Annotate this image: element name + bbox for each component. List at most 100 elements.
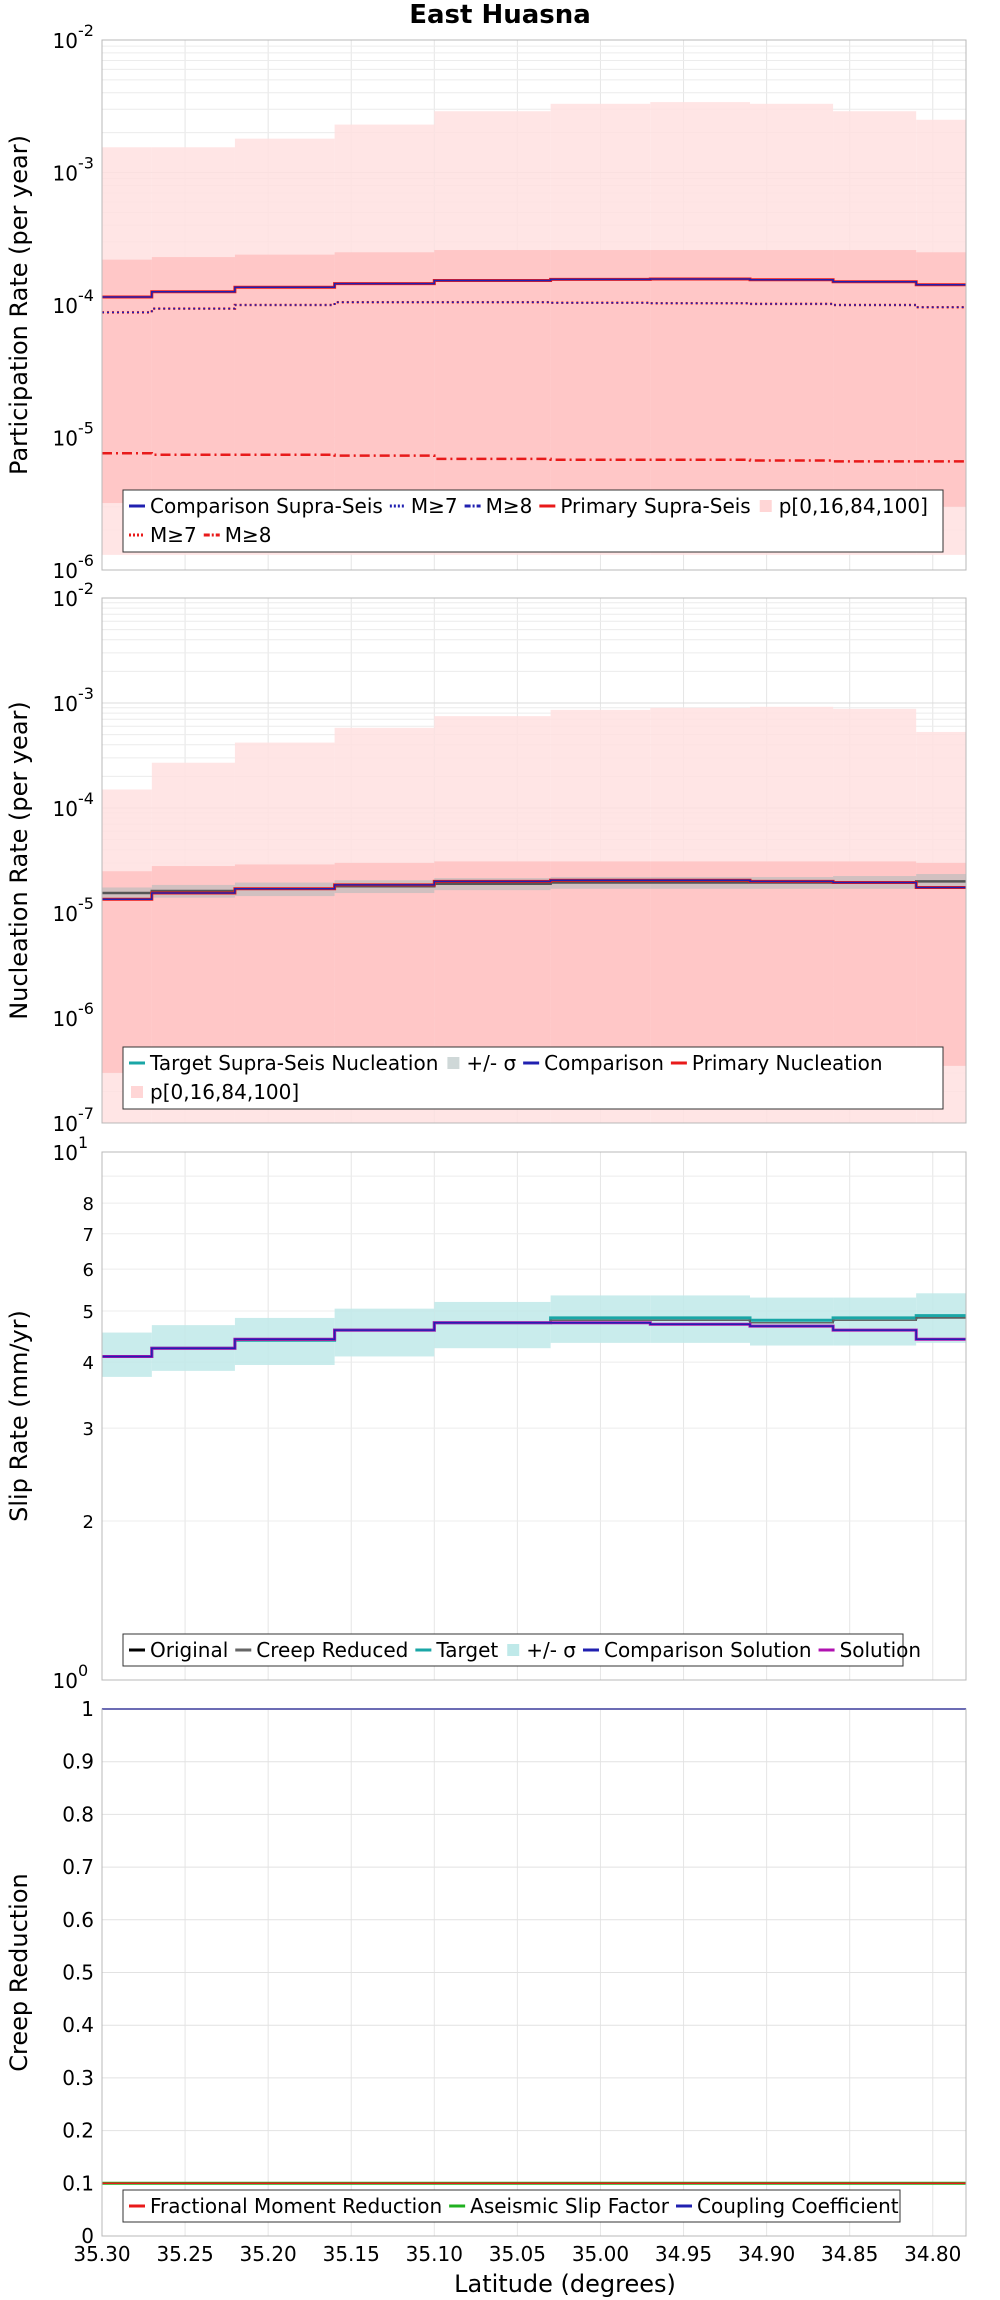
y-tick-label: 0.8	[62, 1802, 94, 1826]
legend-label: Comparison Solution	[604, 1638, 812, 1662]
plot-frame	[101, 597, 967, 1124]
y-tick-exponent: -6	[78, 999, 94, 1018]
y-tick-exponent: -2	[78, 21, 94, 40]
y-tick-label: 4	[83, 1353, 94, 1374]
band-bin-1-1	[102, 1332, 152, 1377]
y-tick-exponent: -4	[78, 286, 94, 305]
y-tick-label: 10	[53, 559, 78, 583]
band-bin-2-2	[151, 257, 235, 505]
y-axis-label: Creep Reduction	[5, 1873, 33, 2071]
y-tick-label: 0.7	[62, 1855, 94, 1879]
y-tick-label: 3	[83, 1419, 94, 1440]
y-tick-label: 10	[53, 1141, 78, 1165]
band-bin-1-5	[434, 1301, 551, 1349]
y-tick-label: 0.9	[62, 1750, 94, 1774]
series-3-line	[102, 879, 966, 901]
y-tick-exponent: 1	[78, 1133, 88, 1152]
plot-frame	[101, 39, 967, 571]
legend-label: Target Supra-Seis Nucleation	[149, 1051, 438, 1075]
x-tick-label: 34.95	[655, 2242, 712, 2266]
y-tick-label: 10	[53, 902, 78, 926]
band-bin-2-10	[916, 252, 966, 507]
x-tick-label: 35.05	[489, 2242, 546, 2266]
y-tick-label: 0.6	[62, 1908, 94, 1932]
y-tick-label: 0.1	[62, 2171, 94, 2195]
legend: Original Creep Reduced Target +/- σ Comparis…	[122, 1633, 921, 1667]
chart-title: East Huasna	[409, 0, 591, 30]
y-axis-label: Slip Rate (mm/yr)	[5, 1310, 33, 1522]
legend-box	[122, 2189, 901, 2223]
series-5-line	[102, 1321, 966, 1358]
legend-label: Target	[435, 1638, 498, 1662]
y-tick-exponent: -5	[78, 894, 94, 913]
x-tick-label: 34.85	[821, 2242, 878, 2266]
y-tick-label: 8	[83, 1194, 94, 1215]
band-bin-2-5	[434, 250, 551, 507]
legend-box	[122, 489, 944, 553]
y-tick-exponent: 0	[78, 1661, 88, 1680]
y-tick-label: 10	[53, 427, 78, 451]
legend-swatch	[759, 500, 772, 512]
legend-label: +/- σ	[526, 1638, 576, 1662]
plot-frame	[101, 1708, 967, 2237]
legend-label: Fractional Moment Reduction	[150, 2194, 442, 2218]
panel-4: 0 0.1 0.2 0.3 0.4 0.5 0.6 0.7 0.8 0.9 1 Creep Reduc…	[5, 1697, 967, 2248]
y-tick-exponent: -6	[78, 551, 94, 570]
band-bin-2-3	[234, 254, 335, 505]
band-bin-2-1	[102, 871, 152, 1073]
band-bin-2-4	[334, 862, 435, 1073]
band-bin-2-10	[916, 862, 966, 1066]
legend-swatch	[447, 1057, 460, 1069]
band-bin-2-8	[750, 861, 834, 1073]
x-tick-label: 35.10	[406, 2242, 463, 2266]
x-tick-label: 35.15	[323, 2242, 380, 2266]
y-tick-label: 10	[53, 1007, 78, 1031]
band-bin-2-9	[833, 250, 917, 507]
x-tick-label: 34.90	[738, 2242, 795, 2266]
legend-label: Creep Reduced	[256, 1638, 408, 1662]
y-tick-exponent: -5	[78, 419, 94, 438]
x-tick-label: 35.25	[156, 2242, 213, 2266]
y-tick-label: 10	[53, 1112, 78, 1136]
series-4-line	[102, 278, 966, 298]
y-tick-exponent: -2	[78, 579, 94, 598]
legend-swatch	[507, 1644, 520, 1656]
y-tick-exponent: -3	[78, 154, 94, 173]
band-bin-2-8	[750, 250, 834, 507]
legend-label: p[0,16,84,100]	[779, 494, 928, 518]
y-tick-exponent: -7	[78, 1104, 94, 1123]
y-tick-label: 0.2	[62, 2119, 94, 2143]
x-tick-label: 35.20	[240, 2242, 297, 2266]
y-tick-label: 10	[53, 692, 78, 716]
band-bin-2-3	[234, 864, 335, 1073]
series-5-line	[102, 301, 966, 314]
legend-swatch	[131, 1086, 143, 1098]
y-tick-label: 6	[83, 1260, 94, 1281]
x-tick-label: 35.30	[73, 2242, 130, 2266]
band-bin-1-9	[833, 1297, 917, 1346]
y-tick-label: 10	[53, 797, 78, 821]
y-tick-label: 10	[53, 587, 78, 611]
legend-label: p[0,16,84,100]	[150, 1080, 299, 1104]
band-bin-2-4	[334, 252, 435, 505]
band-bin-2-6	[550, 861, 651, 1073]
band-bin-1-4	[334, 1308, 435, 1357]
band-bin-2-7	[650, 861, 750, 1073]
y-tick-label: 0.4	[62, 2013, 94, 2037]
y-tick-label: 10	[53, 1669, 78, 1693]
y-axis-label: Nucleation Rate (per year)	[5, 701, 33, 1020]
band-bin-2-9	[833, 861, 917, 1073]
band-bin-2-5	[434, 861, 551, 1073]
x-tick-label: 34.80	[904, 2242, 961, 2266]
y-tick-exponent: -4	[78, 789, 94, 808]
y-tick-label: 1	[81, 1697, 94, 1721]
legend: Fractional Moment Reduction Aseismic Slip…	[122, 2189, 901, 2223]
y-tick-label: 10	[53, 162, 78, 186]
legend-label: Comparison Supra-Seis	[150, 494, 383, 518]
y-tick-label: 0.3	[62, 2066, 94, 2090]
legend-label: +/- σ	[466, 1051, 516, 1075]
